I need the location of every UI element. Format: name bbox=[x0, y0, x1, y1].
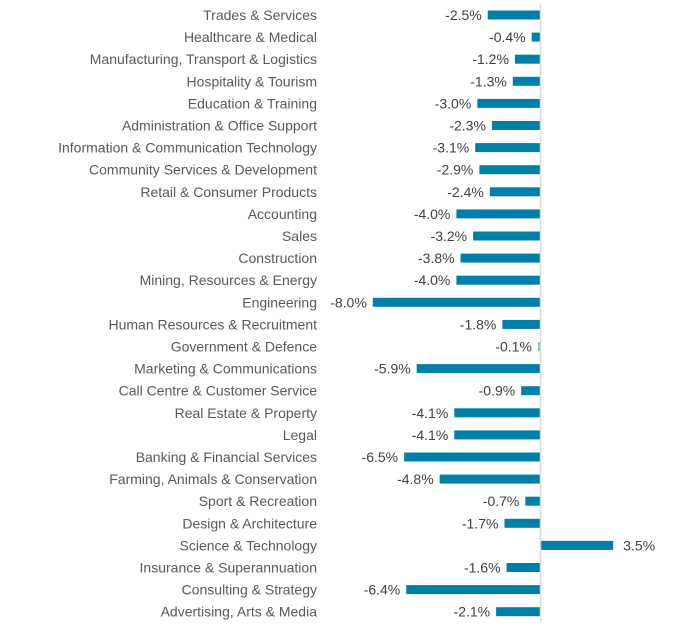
bar bbox=[460, 253, 540, 263]
value-label: -2.9% bbox=[437, 162, 474, 178]
category-label: Community Services & Development bbox=[89, 162, 317, 178]
category-label: Consulting & Strategy bbox=[182, 582, 317, 598]
bar bbox=[504, 518, 540, 528]
bar bbox=[502, 319, 540, 329]
bar bbox=[491, 121, 540, 130]
bar bbox=[512, 76, 540, 86]
category-label: Retail & Consumer Products bbox=[140, 184, 317, 200]
bar bbox=[521, 386, 540, 396]
category-label: Legal bbox=[283, 427, 317, 443]
value-label: -5.9% bbox=[374, 361, 411, 377]
category-label: Engineering bbox=[242, 294, 317, 310]
category-label: Healthcare & Medical bbox=[184, 29, 317, 45]
value-label: -0.7% bbox=[483, 493, 520, 509]
bar bbox=[372, 297, 540, 307]
category-label: Sport & Recreation bbox=[199, 493, 317, 509]
value-label: -4.1% bbox=[412, 427, 449, 443]
bar bbox=[456, 275, 540, 285]
value-label: -1.7% bbox=[462, 515, 499, 531]
value-label: 3.5% bbox=[623, 537, 655, 553]
category-label: Manufacturing, Transport & Logistics bbox=[90, 51, 317, 67]
category-label: Sales bbox=[282, 228, 317, 244]
value-label: -1.6% bbox=[464, 560, 501, 576]
bar bbox=[477, 98, 540, 108]
bar bbox=[406, 585, 540, 595]
bar bbox=[454, 408, 540, 418]
bar bbox=[439, 474, 540, 484]
category-label: Accounting bbox=[248, 206, 317, 222]
bars-group bbox=[372, 10, 614, 617]
bar bbox=[479, 165, 540, 175]
bar bbox=[537, 342, 540, 351]
value-label: -2.1% bbox=[454, 604, 491, 620]
value-label: -1.3% bbox=[470, 73, 507, 89]
value-labels: -2.5% -0.4% -1.2% -1.3% -3.0% -2.3% -3.1% -2.9%… bbox=[330, 7, 655, 620]
category-label: Call Centre & Customer Service bbox=[119, 383, 318, 399]
value-label: -3.1% bbox=[433, 140, 470, 156]
value-label: -3.2% bbox=[431, 228, 468, 244]
value-label: -2.4% bbox=[447, 184, 484, 200]
bar bbox=[454, 430, 540, 440]
bar bbox=[456, 209, 540, 219]
category-label: Insurance & Superannuation bbox=[140, 560, 317, 576]
bar bbox=[475, 143, 540, 153]
category-label: Real Estate & Property bbox=[175, 405, 317, 421]
bar bbox=[473, 231, 540, 241]
bar bbox=[540, 540, 614, 550]
bar bbox=[487, 10, 540, 20]
category-label: Information & Communication Technology bbox=[58, 140, 317, 156]
category-label: Education & Training bbox=[188, 95, 317, 111]
category-label: Trades & Services bbox=[203, 7, 317, 23]
value-label: -0.9% bbox=[479, 383, 516, 399]
value-label: -2.5% bbox=[445, 7, 482, 23]
category-label: Science & Technology bbox=[180, 537, 318, 553]
value-label: -3.8% bbox=[418, 250, 455, 266]
category-label: Advertising, Arts & Media bbox=[161, 604, 318, 620]
value-label: -6.4% bbox=[364, 582, 401, 598]
category-label: Marketing & Communications bbox=[134, 361, 317, 377]
bar bbox=[404, 452, 540, 462]
value-label: -8.0% bbox=[330, 294, 367, 310]
value-label: -2.3% bbox=[449, 118, 486, 134]
bar bbox=[416, 364, 540, 374]
bar bbox=[496, 607, 540, 617]
value-label: -4.1% bbox=[412, 405, 449, 421]
value-label: -4.8% bbox=[397, 471, 434, 487]
value-label: -4.0% bbox=[414, 272, 451, 288]
value-label: -3.0% bbox=[435, 95, 472, 111]
value-label: -4.0% bbox=[414, 206, 451, 222]
category-label: Hospitality & Tourism bbox=[187, 73, 317, 89]
value-label: -6.5% bbox=[362, 449, 399, 465]
category-label: Construction bbox=[238, 250, 317, 266]
bar bbox=[514, 54, 540, 64]
category-label: Human Resources & Recruitment bbox=[108, 316, 317, 332]
bar bbox=[525, 496, 540, 506]
bar bbox=[531, 32, 540, 42]
category-label: Government & Defence bbox=[171, 339, 318, 355]
bar bbox=[489, 187, 540, 197]
category-label: Design & Architecture bbox=[182, 515, 317, 531]
value-label: -1.2% bbox=[472, 51, 509, 67]
category-label: Farming, Animals & Conservation bbox=[109, 471, 317, 487]
bar bbox=[506, 563, 540, 572]
value-label: -0.4% bbox=[489, 29, 526, 45]
value-label: -0.1% bbox=[495, 339, 532, 355]
category-label: Banking & Financial Services bbox=[136, 449, 317, 465]
category-label: Mining, Resources & Energy bbox=[140, 272, 317, 288]
category-label: Administration & Office Support bbox=[122, 118, 317, 134]
category-labels: Trades & Services Healthcare & Medical Man… bbox=[58, 7, 317, 620]
value-label: -1.8% bbox=[460, 316, 497, 332]
